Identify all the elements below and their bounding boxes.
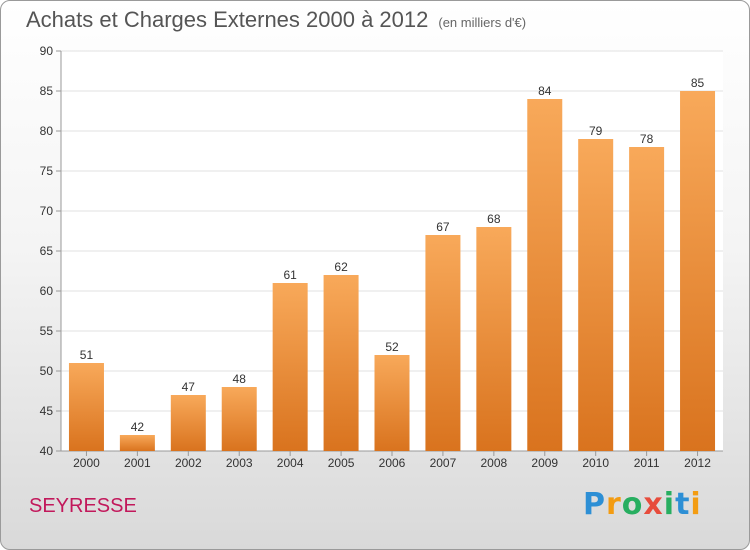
x-tick-label: 2003 [226, 456, 253, 470]
x-tick-label: 2011 [634, 456, 660, 470]
logo-letter: o [621, 487, 644, 522]
x-tick-label: 2010 [582, 456, 609, 470]
logo-letter: r [606, 487, 622, 522]
x-tick-label: 2004 [277, 456, 304, 470]
chart-title-text: Achats et Charges Externes 2000 à 2012 [26, 7, 429, 32]
place-name: SEYRESSE [29, 495, 137, 517]
bar [629, 147, 665, 451]
x-tick-label: 2012 [684, 456, 711, 470]
proxiti-logo: Proxiti [583, 487, 702, 522]
data-label: 48 [233, 372, 247, 386]
x-tick-label: 2009 [531, 456, 558, 470]
bar [119, 435, 155, 451]
bar [527, 99, 563, 451]
data-label: 84 [538, 84, 552, 98]
y-tick-label: 80 [40, 124, 54, 138]
x-tick-label: 2006 [379, 456, 406, 470]
x-tick-label: 2005 [328, 456, 355, 470]
chart-title: Achats et Charges Externes 2000 à 2012 (e… [26, 7, 526, 33]
x-tick-label: 2008 [480, 456, 507, 470]
y-tick-label: 90 [40, 44, 54, 58]
logo-letter: i [663, 487, 676, 522]
y-tick-label: 55 [40, 324, 54, 338]
bar [680, 91, 716, 451]
y-tick-label: 60 [40, 284, 54, 298]
data-label: 85 [691, 76, 705, 90]
data-label: 79 [589, 124, 603, 138]
y-tick-label: 40 [40, 444, 54, 458]
logo-letter: t [675, 487, 691, 522]
y-tick-label: 65 [40, 244, 54, 258]
data-label: 61 [283, 268, 297, 282]
data-label: 68 [487, 212, 501, 226]
bar [68, 363, 104, 451]
logo-letter: P [583, 487, 606, 522]
bar [323, 275, 359, 451]
bar [374, 355, 410, 451]
data-label: 78 [640, 132, 654, 146]
y-tick-label: 50 [40, 364, 54, 378]
y-tick-label: 75 [40, 164, 54, 178]
data-label: 62 [334, 260, 348, 274]
y-tick-label: 85 [40, 84, 54, 98]
chart-subtitle: (en milliers d'€) [438, 15, 527, 30]
data-label: 67 [436, 220, 450, 234]
x-tick-label: 2000 [73, 456, 100, 470]
bar [221, 387, 257, 451]
logo-letter: i [690, 487, 702, 522]
x-tick-label: 2001 [124, 456, 151, 470]
data-label: 47 [182, 380, 196, 394]
bar [578, 139, 614, 451]
data-label: 51 [80, 348, 94, 362]
bar [425, 235, 461, 451]
data-label: 52 [385, 340, 399, 354]
y-tick-label: 45 [40, 404, 54, 418]
x-tick-label: 2002 [175, 456, 202, 470]
data-label: 42 [131, 420, 145, 434]
logo-letter: x [643, 487, 664, 522]
y-tick-label: 70 [40, 204, 54, 218]
bar [476, 227, 512, 451]
x-tick-label: 2007 [430, 456, 457, 470]
bar [170, 395, 206, 451]
bar [272, 283, 308, 451]
